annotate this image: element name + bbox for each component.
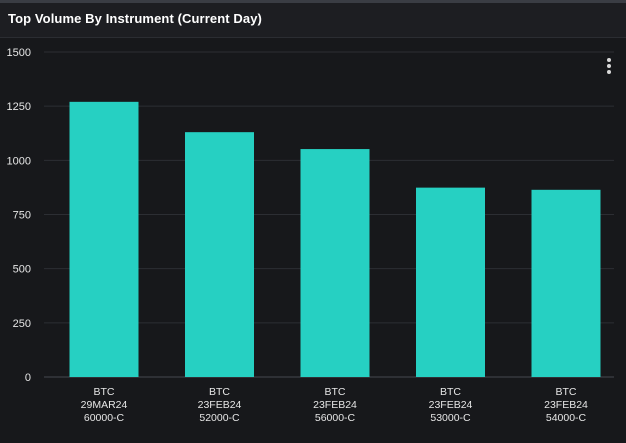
chart-bars [69,101,601,377]
bar[interactable] [531,189,601,377]
y-tick-label: 0 [25,372,31,384]
x-tick-label: 54000-C [546,412,587,424]
x-tick-label: BTC [556,386,577,398]
y-tick-label: 750 [13,210,31,222]
x-tick-label: BTC [209,386,230,398]
x-tick-label: 52000-C [199,412,240,424]
more-vertical-icon[interactable] [600,55,618,77]
bar[interactable] [416,187,485,377]
x-tick-label: 23FEB24 [429,399,473,411]
x-tick-label: 23FEB24 [313,399,357,411]
bar[interactable] [185,132,254,377]
y-tick-label: 250 [13,318,31,330]
x-tick-label: BTC [325,386,346,398]
y-axis-ticks: 0 250 500 750 1000 1250 1500 [7,47,31,384]
panel-header: Top Volume By Instrument (Current Day) [0,3,626,38]
x-tick-label: 29MAR24 [81,399,128,411]
bar[interactable] [300,149,370,377]
bar[interactable] [69,101,139,377]
y-tick-label: 1000 [7,155,31,167]
x-tick-label: BTC [94,386,115,398]
y-tick-label: 500 [13,264,31,276]
x-tick-label: 56000-C [315,412,356,424]
x-tick-label: 23FEB24 [544,399,588,411]
y-tick-label: 1250 [7,101,31,113]
x-tick-label: 60000-C [84,412,125,424]
x-tick-label: 53000-C [430,412,471,424]
x-tick-label: 23FEB24 [198,399,242,411]
x-tick-label: BTC [440,386,461,398]
panel-title: Top Volume By Instrument (Current Day) [8,11,262,26]
y-tick-label: 1500 [7,47,31,59]
x-axis-labels: BTC29MAR2460000-CBTC23FEB2452000-CBTC23F… [81,386,588,424]
